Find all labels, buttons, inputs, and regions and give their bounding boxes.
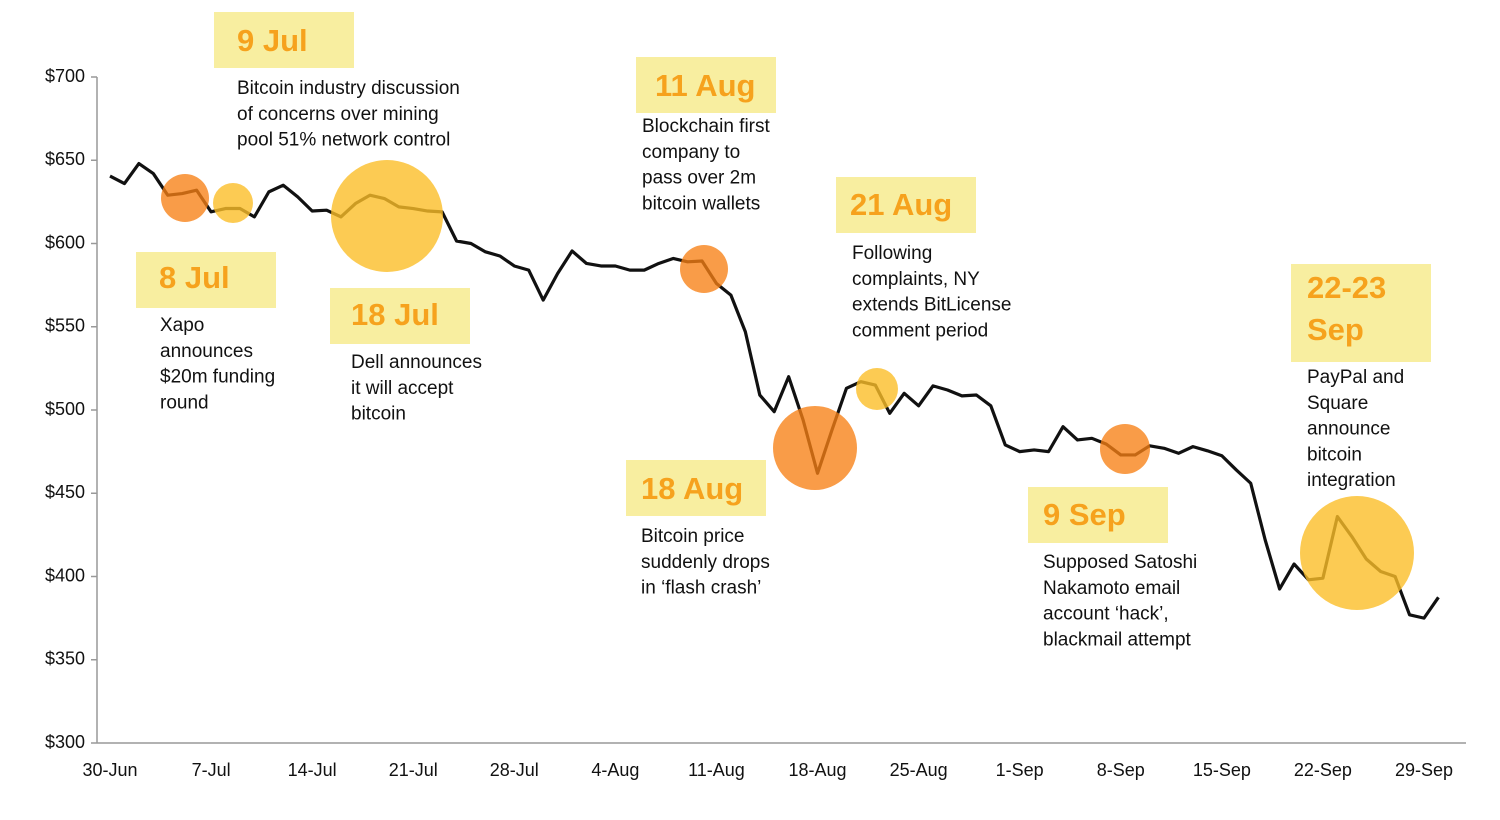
y-tick-label: $400 [45, 565, 85, 585]
highlight [1300, 496, 1414, 610]
annotation-text: account ‘hack’, [1043, 604, 1169, 625]
x-tick-label: 11-Aug [688, 760, 745, 780]
x-tick-label: 21-Jul [389, 760, 438, 780]
annotation-text: in ‘flash crash’ [641, 578, 761, 599]
annotation-title: Sep [1307, 312, 1364, 347]
x-tick-label: 18-Aug [789, 760, 847, 780]
highlight [161, 174, 209, 222]
annotation-box [214, 12, 354, 68]
annotation-title: 11 Aug [655, 68, 756, 103]
highlight [213, 183, 253, 223]
annotation-text: comment period [852, 320, 988, 341]
x-tick-label: 25-Aug [890, 760, 948, 780]
annotation-text: Following [852, 243, 932, 264]
annotation-text: blackmail attempt [1043, 629, 1192, 650]
annotation-text: PayPal and [1307, 367, 1404, 388]
annotation-text: Blockchain first [642, 116, 770, 137]
highlight [773, 406, 857, 490]
annotation-title: 18 Aug [641, 471, 743, 506]
annotation-text: Supposed Satoshi [1043, 552, 1197, 573]
annotation-text: it will accept [351, 378, 454, 399]
annotation-text: Square [1307, 393, 1368, 414]
x-tick-label: 29-Sep [1395, 760, 1453, 780]
annotation-text: pool 51% network control [237, 130, 450, 151]
annotation-text: pass over 2m [642, 168, 756, 189]
annotation-text: announces [160, 341, 253, 362]
annotation-text: $20m funding [160, 367, 275, 388]
y-tick-label: $700 [45, 66, 85, 86]
annotation-text: extends BitLicense [852, 295, 1012, 316]
highlight [331, 160, 443, 272]
x-tick-label: 14-Jul [288, 760, 337, 780]
annotation-title: 22-23 [1307, 270, 1386, 305]
annotation-title: 9 Jul [237, 23, 308, 58]
x-tick-label: 7-Jul [192, 760, 231, 780]
annotation-text: Bitcoin industry discussion [237, 78, 460, 99]
annotation-box [136, 252, 276, 308]
annotation-box [1028, 487, 1168, 543]
x-tick-label: 22-Sep [1294, 760, 1352, 780]
y-tick-label: $350 [45, 649, 85, 669]
x-tick-label: 8-Sep [1097, 760, 1145, 780]
annotation-text: integration [1307, 470, 1396, 491]
x-tick-label: 1-Sep [996, 760, 1044, 780]
annotation-text: suddenly drops [641, 552, 770, 573]
annotation-box [636, 57, 776, 113]
annotation-text: complaints, NY [852, 269, 980, 290]
annotation-text: Dell announces [351, 352, 482, 373]
annotation-box [330, 288, 470, 344]
annotation-text: Bitcoin price [641, 526, 745, 547]
y-tick-label: $600 [45, 232, 85, 252]
annotation-text: announce [1307, 419, 1390, 440]
x-tick-label: 30-Jun [82, 760, 137, 780]
highlight [856, 368, 898, 410]
annotation-text: round [160, 392, 209, 413]
annotation-title: 8 Jul [159, 260, 230, 295]
annotation-text: Xapo [160, 315, 204, 336]
annotation-box [1291, 264, 1431, 362]
annotation-text: bitcoin [351, 404, 406, 425]
y-tick-label: $650 [45, 149, 85, 169]
annotation-text: bitcoin [1307, 444, 1362, 465]
y-tick-label: $500 [45, 399, 85, 419]
annotation-text: bitcoin wallets [642, 193, 760, 214]
y-tick-label: $550 [45, 316, 85, 336]
highlight [680, 245, 728, 293]
annotation-box [626, 460, 766, 516]
annotation-text: Nakamoto email [1043, 578, 1180, 599]
highlight [1100, 424, 1150, 474]
x-tick-label: 15-Sep [1193, 760, 1251, 780]
y-tick-label: $450 [45, 482, 85, 502]
x-tick-label: 4-Aug [591, 760, 639, 780]
price-line [109, 161, 1440, 620]
annotation-text: company to [642, 142, 740, 163]
annotation-title: 21 Aug [850, 187, 952, 222]
annotation-text: of concerns over mining [237, 104, 439, 125]
y-tick-label: $300 [45, 732, 85, 752]
annotation-title: 9 Sep [1043, 497, 1126, 532]
x-tick-label: 28-Jul [490, 760, 539, 780]
annotation-box [836, 177, 976, 233]
annotation-title: 18 Jul [351, 297, 439, 332]
